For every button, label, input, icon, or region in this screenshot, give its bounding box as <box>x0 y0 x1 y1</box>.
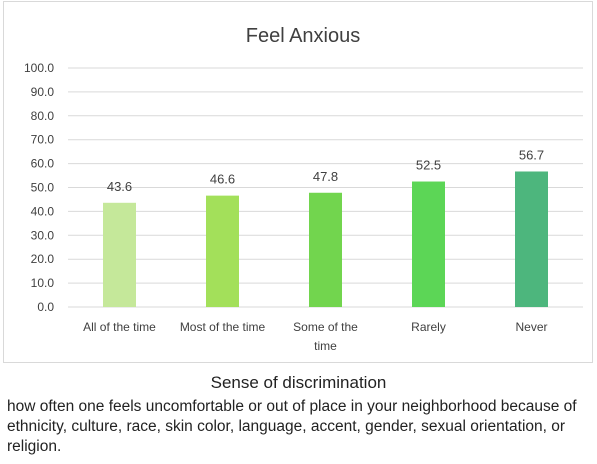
data-labels: 43.6 46.6 47.8 52.5 56.7 <box>107 147 544 193</box>
x-tick-label: Rarely <box>411 320 446 334</box>
y-tick-label: 30.0 <box>31 228 55 242</box>
x-axis-ticks: All of the time Most of the time Some of t… <box>83 320 547 353</box>
bar <box>103 202 136 307</box>
y-tick-label: 0.0 <box>37 300 54 314</box>
y-axis-ticks: 0.0 10.0 20.0 30.0 40.0 50.0 60.0 70.0 80.0 90.0 1… <box>24 61 54 314</box>
caption: Sense of discrimination <box>0 372 597 394</box>
y-tick-label: 60.0 <box>31 157 55 171</box>
y-tick-label: 40.0 <box>31 204 55 218</box>
x-tick-label: All of the time <box>83 320 156 334</box>
chart-title: Feel Anxious <box>246 25 361 47</box>
data-label: 46.6 <box>210 172 235 187</box>
y-tick-label: 90.0 <box>31 85 55 99</box>
bar <box>412 181 445 307</box>
y-tick-label: 20.0 <box>31 252 55 266</box>
bar-chart: Feel Anxious 0.0 10.0 20.0 30.0 40.0 50.0 60.0… <box>24 25 583 353</box>
chart-area: Feel Anxious 0.0 10.0 20.0 30.0 40.0 50.0 60.0… <box>3 1 593 363</box>
y-tick-label: 70.0 <box>31 133 55 147</box>
x-tick-label: Some of the time <box>293 320 358 353</box>
x-tick-label-line: time <box>314 339 337 353</box>
bar <box>309 192 342 307</box>
y-tick-label: 80.0 <box>31 109 55 123</box>
y-tick-label: 10.0 <box>31 276 55 290</box>
data-label: 56.7 <box>519 147 544 162</box>
bar <box>206 195 239 307</box>
x-tick-label: Never <box>515 320 547 334</box>
x-tick-label-line: Never <box>515 320 547 334</box>
bars <box>103 171 548 307</box>
y-tick-label: 50.0 <box>31 181 55 195</box>
x-tick-label: Most of the time <box>180 320 266 334</box>
x-tick-label-line: Most of the time <box>180 320 266 334</box>
data-label: 43.6 <box>107 179 132 194</box>
x-tick-label-line: All of the time <box>83 320 156 334</box>
caption-body: how often one feels uncomfortable or out… <box>7 398 577 455</box>
data-label: 47.8 <box>313 169 338 184</box>
caption-heading: Sense of discrimination <box>210 373 387 392</box>
bar <box>515 171 548 307</box>
x-tick-label-line: Rarely <box>411 320 446 334</box>
y-tick-label: 100.0 <box>24 61 54 75</box>
x-tick-label-line: Some of the <box>293 320 358 334</box>
data-label: 52.5 <box>416 158 441 173</box>
